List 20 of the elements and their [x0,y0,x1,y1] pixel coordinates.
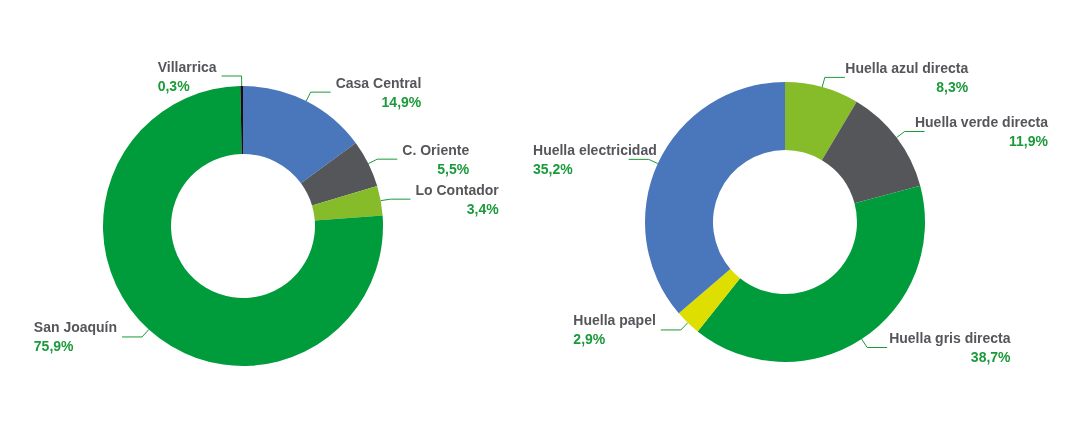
data-label: 75,9% [33,338,75,355]
slice-label: Villarrica [157,58,217,75]
data-label: 5,5% [437,160,470,177]
slice-label: Casa Central [335,74,422,91]
data-label: 3,4% [466,200,500,217]
slice-label: San Joaquín [33,319,118,336]
slice-label: Huella azul directa [845,59,969,76]
data-label: 0,3% [157,77,191,94]
data-label: 11,9% [1009,132,1049,149]
data-label: 38,7% [970,348,1012,365]
slice-label: Huella electricidad [533,141,657,158]
slice-label: C. Oriente [402,141,470,158]
slice-label: Lo Contador [415,181,500,198]
data-label: 2,9% [573,331,606,348]
data-label: 8,3% [936,78,969,95]
slice-label: Huella verde directa [914,113,1049,130]
slice-label: Huella papel [573,312,656,329]
slice-label: Huella gris directa [889,329,1011,346]
data-label: 35,2% [533,160,574,177]
data-label: 14,9% [381,93,422,110]
